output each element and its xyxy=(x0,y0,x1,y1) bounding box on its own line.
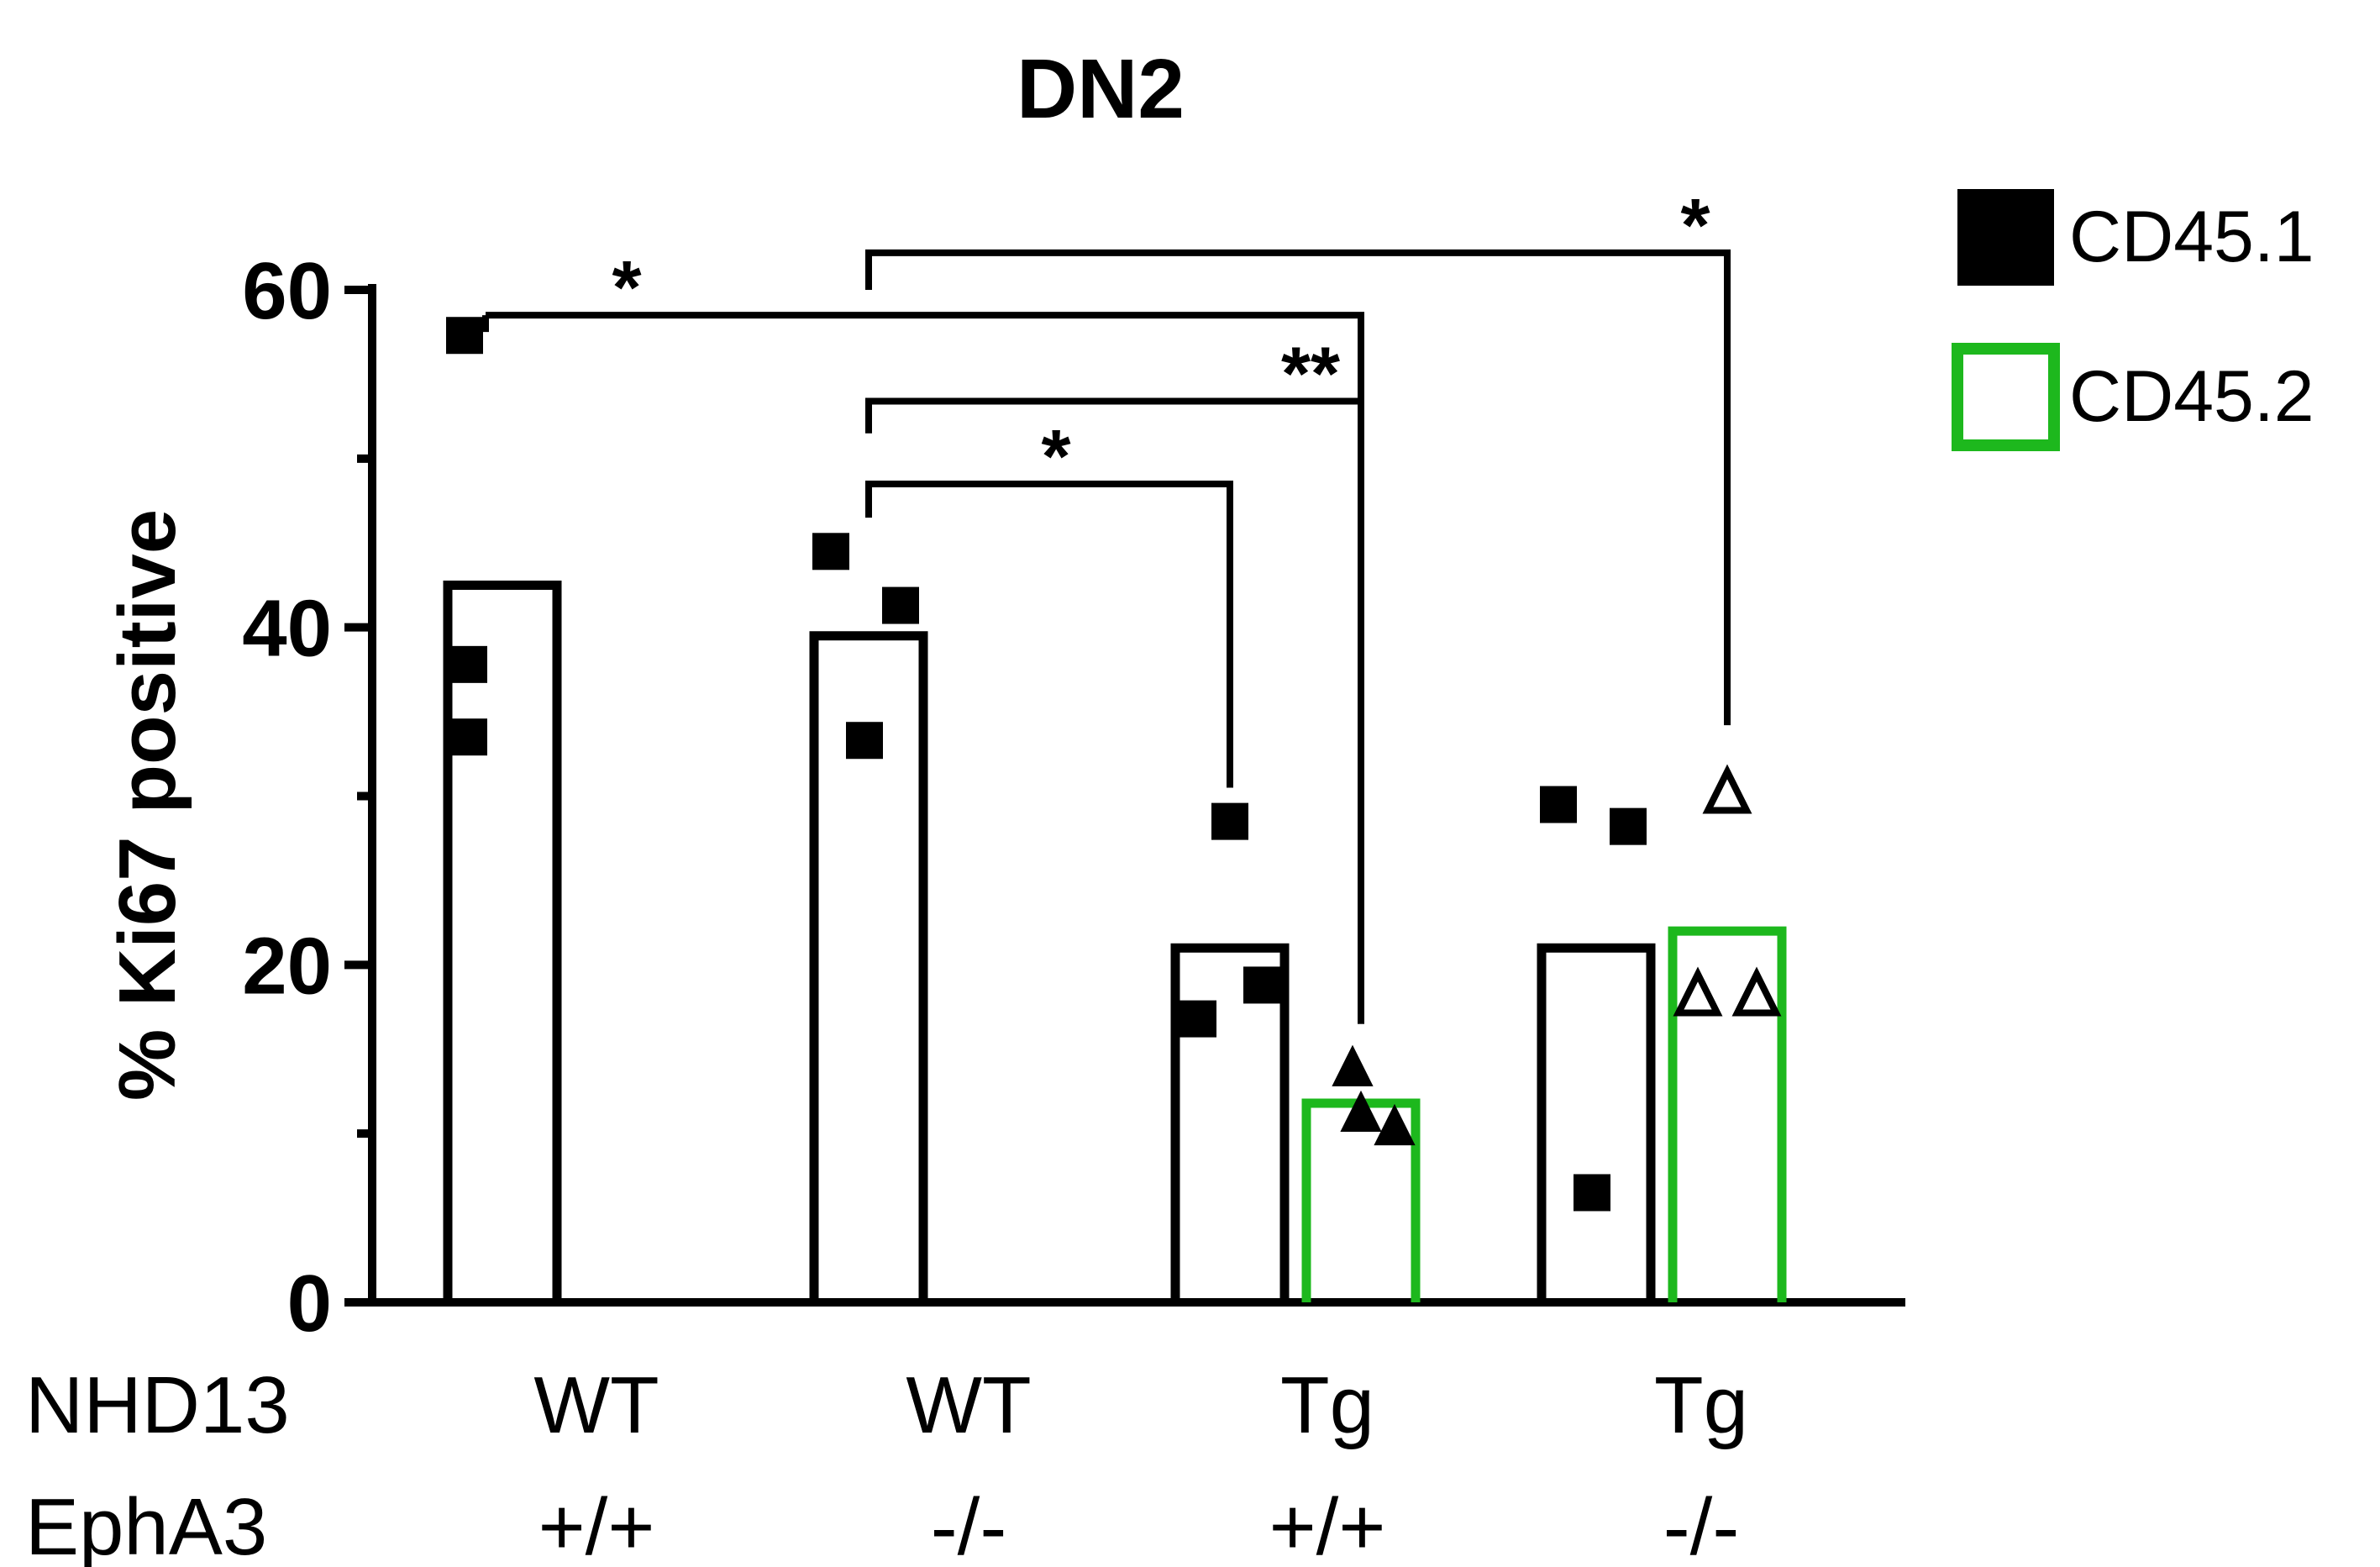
significance-bracket xyxy=(865,480,1233,788)
y-ticks: 0 20 40 60 xyxy=(242,246,372,1349)
data-point-triangle xyxy=(1374,1103,1416,1146)
data-point-square xyxy=(450,645,487,683)
category-labels: NHD13 EphA3 WT +/+ WT -/- Tg +/+ Tg -/- xyxy=(25,1360,1748,1567)
data-point-square xyxy=(1211,802,1248,840)
bar-cd45-1 xyxy=(443,580,562,1302)
data-point-square xyxy=(1179,1000,1216,1038)
bar-cd45-1 xyxy=(1170,943,1290,1302)
bar-cd45-2 xyxy=(1668,926,1787,1302)
y-tick-label: 60 xyxy=(242,246,332,336)
y-tick-label: 20 xyxy=(242,921,332,1011)
significance-label: ** xyxy=(1281,333,1340,417)
data-point-square xyxy=(446,317,483,355)
significance-label: * xyxy=(1041,415,1070,499)
y-axis-label: % Ki67 positive xyxy=(102,509,192,1101)
category-label-epha3: -/- xyxy=(931,1482,1007,1567)
row-label-epha3: EphA3 xyxy=(25,1482,267,1567)
data-point-square xyxy=(1574,1174,1610,1212)
category-label-nhd13: Tg xyxy=(1280,1360,1374,1450)
data-point-open-triangle xyxy=(1731,966,1782,1017)
data-point-triangle xyxy=(1332,1044,1374,1086)
data-point-square xyxy=(882,586,919,624)
data-point-square xyxy=(1243,966,1280,1004)
legend-label: CD45.1 xyxy=(2069,197,2314,277)
y-tick-label: 40 xyxy=(242,584,332,674)
data-point-open-triangle xyxy=(1673,966,1723,1017)
data-point-triangle xyxy=(1340,1090,1382,1133)
bar-cd45-1 xyxy=(809,631,928,1302)
y-tick-label: 0 xyxy=(287,1259,332,1349)
category-label-nhd13: WT xyxy=(906,1360,1031,1450)
category-label-epha3: +/+ xyxy=(1269,1482,1386,1567)
significance-brackets: ***** xyxy=(482,184,1731,1024)
category-label-epha3: -/- xyxy=(1663,1482,1740,1567)
bar-cd45-1 xyxy=(1537,943,1656,1302)
data-point-square xyxy=(812,533,849,571)
data-point-open-triangle xyxy=(1702,764,1752,814)
data-point-square xyxy=(846,722,883,760)
category-label-nhd13: WT xyxy=(533,1360,659,1450)
significance-bracket xyxy=(865,249,1731,726)
data-point-square xyxy=(450,718,487,756)
legend-label: CD45.2 xyxy=(2069,356,2314,437)
significance-bracket xyxy=(865,397,1364,1024)
significance-label: * xyxy=(1680,184,1710,268)
chart-title: DN2 xyxy=(1017,42,1185,136)
data-point-square xyxy=(1540,786,1577,823)
legend: CD45.1 CD45.2 xyxy=(1952,189,2314,451)
data-points xyxy=(446,317,1782,1212)
legend-swatch xyxy=(1957,189,2054,286)
data-point-square xyxy=(1610,807,1647,845)
row-label-nhd13: NHD13 xyxy=(25,1360,290,1450)
category-label-epha3: +/+ xyxy=(539,1482,655,1567)
significance-label: * xyxy=(612,246,641,330)
category-label-nhd13: Tg xyxy=(1654,1360,1748,1450)
legend-swatch xyxy=(1952,343,2060,451)
